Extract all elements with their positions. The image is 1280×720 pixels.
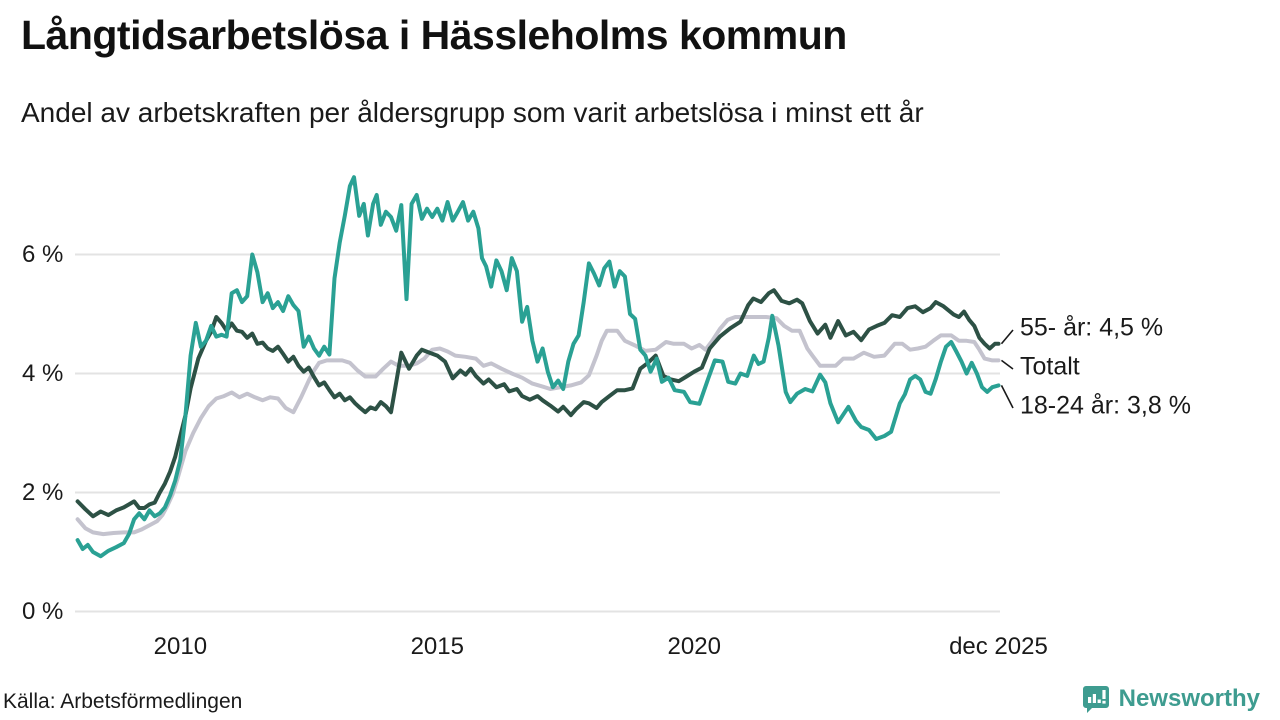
newsworthy-pin-icon	[1082, 686, 1109, 713]
x-axis-tick-2015: 2015	[410, 633, 464, 660]
series-end-label-totalt: Totalt	[1020, 352, 1080, 381]
series-end-label-18-24-r: 18-24 år: 3,8 %	[1020, 391, 1191, 420]
newsworthy-logo-text: Newsworthy	[1118, 685, 1260, 712]
y-axis-tick-6: 6 %	[22, 240, 64, 268]
annotation-connector-18-24-r	[1000, 385, 1014, 409]
series-line-18-24-r	[75, 175, 1001, 559]
y-axis-tick-0: 0 %	[22, 597, 64, 625]
newsworthy-logo: Newsworthy	[1081, 684, 1260, 714]
annotation-connector-55-r	[1000, 329, 1014, 345]
x-axis-tick-dec-2025: dec 2025	[949, 633, 1048, 660]
y-axis-tick-4: 4 %	[22, 359, 64, 387]
source-caption: Källa: Arbetsförmedlingen	[3, 690, 243, 713]
page-title: Långtidsarbetslösa i Hässleholms kommun	[21, 12, 847, 58]
series-end-label-55-r: 55- år: 4,5 %	[1020, 313, 1164, 342]
x-axis-tick-2010: 2010	[153, 633, 208, 660]
y-axis-tick-2: 2 %	[22, 478, 64, 506]
x-axis-tick-2020: 2020	[667, 633, 721, 660]
chart-subtitle: Andel av arbetskraften per åldersgrupp s…	[21, 97, 924, 128]
annotation-connector-totalt	[1000, 359, 1014, 370]
series-line-55-r	[75, 288, 1001, 519]
series-line-totalt	[75, 315, 1001, 537]
